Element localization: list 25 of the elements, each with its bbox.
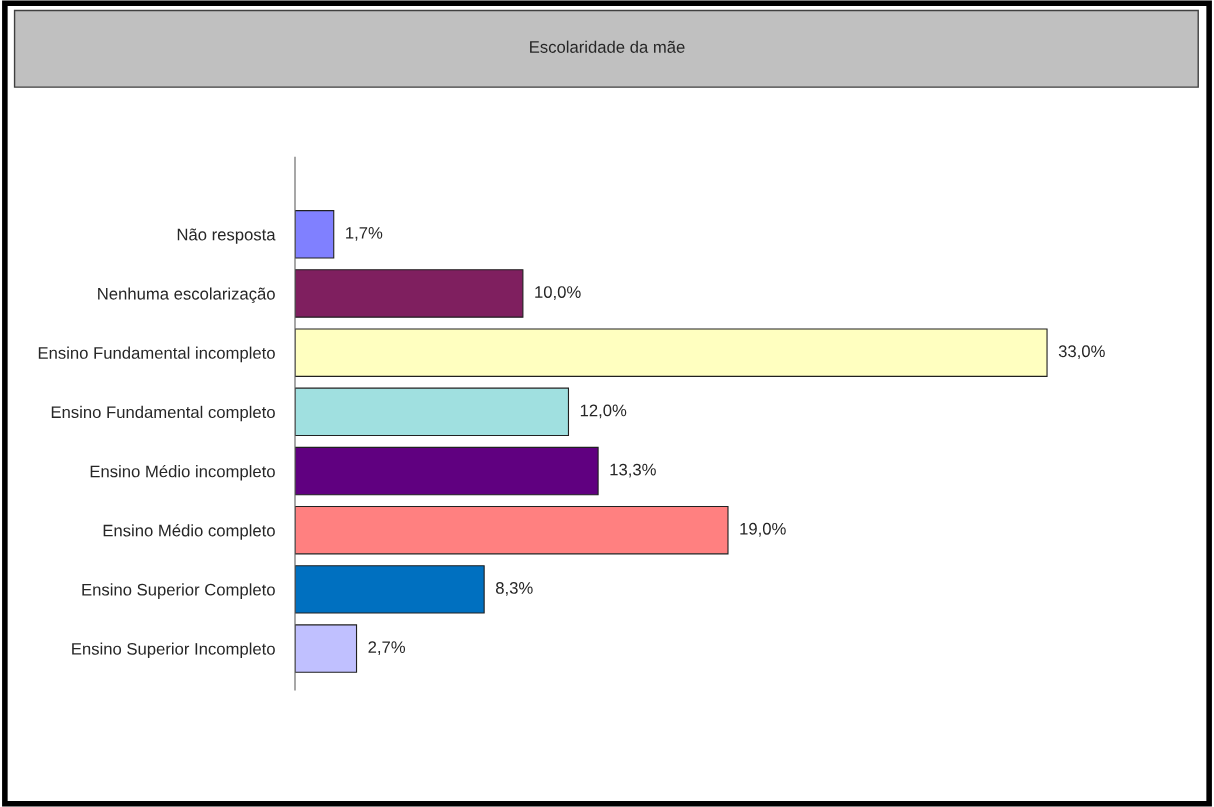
y-tick-label: Ensino Fundamental completo: [51, 405, 275, 422]
data-label: 13,3%: [610, 463, 656, 478]
data-label: 1,7%: [346, 227, 383, 241]
data-label: 8,3%: [495, 582, 533, 596]
bar: [295, 328, 1048, 377]
data-label: 2,7%: [368, 641, 406, 655]
bar: [295, 505, 729, 555]
y-tick-label: Ensino Médio completo: [103, 524, 275, 540]
bar: [295, 624, 358, 673]
bar: [295, 446, 599, 496]
y-tick-label: Ensino Médio incompleto: [90, 464, 275, 481]
y-tick-label: Ensino Superior Completo: [82, 583, 275, 599]
y-tick-label: Nenhuma escolarização: [98, 287, 275, 304]
y-tick-label: Ensino Superior Incompleto: [72, 642, 275, 659]
y-tick-label: Não resposta: [177, 228, 276, 244]
bar: [295, 387, 570, 437]
bar: [295, 565, 485, 614]
y-tick-label: Ensino Fundamental incompleto: [38, 346, 275, 363]
data-label: 19,0%: [740, 522, 786, 537]
data-label: 10,0%: [535, 286, 581, 300]
bar: [295, 269, 524, 318]
bar: [295, 210, 335, 259]
data-label: 33,0%: [1058, 345, 1105, 360]
data-label: 12,0%: [580, 404, 627, 419]
chart-title: Escolaridade da mãe: [530, 40, 685, 53]
